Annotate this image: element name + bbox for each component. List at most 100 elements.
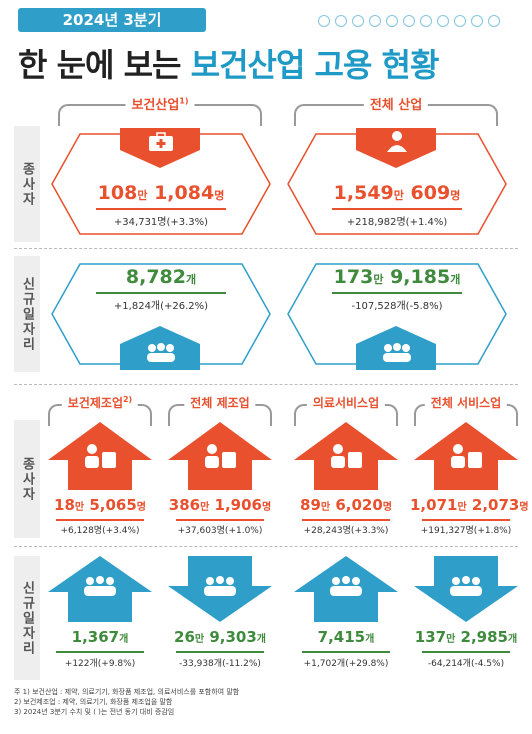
v-unit: 개	[450, 273, 461, 286]
medical-icons-decoration	[318, 10, 518, 32]
column-label: 전체 서비스업	[424, 394, 508, 411]
new-jobs-people-icon	[147, 343, 175, 362]
v-unit: 만	[446, 634, 456, 645]
page-title: 한 눈에 보는 보건산업 고용 현황	[18, 40, 518, 84]
icon-decor	[471, 15, 483, 27]
medicine-manufacturing-icon	[85, 444, 116, 468]
health-note: 1)	[179, 96, 189, 106]
workers-value: 1,071만 2,073명	[410, 496, 529, 514]
icon-decor	[454, 15, 466, 27]
icon-decor	[420, 15, 432, 27]
arrow-shape	[48, 422, 152, 490]
v-unit: 만	[200, 502, 210, 513]
v-rest: 609	[403, 182, 451, 204]
icon-decor	[403, 15, 415, 27]
v-unit: 명	[214, 189, 225, 202]
newjobs-change: -33,938개(-11.2%)	[179, 659, 261, 669]
new-jobs-people-icon	[204, 576, 236, 596]
column-note: 2)	[122, 395, 133, 404]
service-people-icon	[451, 444, 482, 468]
v-big: 26	[174, 628, 195, 646]
divider	[14, 546, 518, 547]
health-label: 보건산업1)	[125, 94, 195, 113]
v-unit: 만	[320, 502, 331, 513]
all-section-head: 전체 산업	[294, 94, 498, 126]
all-newjobs-change: -107,528개(-5.8%)	[351, 301, 443, 312]
underline	[302, 651, 390, 653]
newjobs-value: 26만 9,303개	[164, 628, 276, 646]
v-big: 1,549	[333, 182, 394, 204]
newjobs-value: 7,415개	[290, 628, 402, 646]
health-workers-change: +34,731명(+3.3%)	[113, 217, 209, 228]
v-big: 18	[54, 496, 75, 514]
v-rest: 6,020	[330, 496, 383, 514]
factory-worker-icon	[205, 444, 236, 468]
row-label-workers-2: 종사자	[14, 420, 40, 538]
column-label-text: 전체 서비스업	[430, 396, 502, 410]
health-section-head: 보건산업1)	[58, 94, 262, 126]
underline	[332, 208, 462, 210]
underline	[96, 208, 226, 210]
workers-change: +6,128명(+3.4%)	[60, 526, 140, 536]
v-unit: 만	[74, 502, 85, 513]
newjobs-change: +1,702개(+29.8%)	[303, 659, 389, 669]
v-unit: 만	[137, 189, 148, 202]
column-head: 전체 서비스업	[414, 394, 518, 426]
workers-change: +37,603명(+1.0%)	[177, 526, 263, 536]
column-label-text: 보건제조업	[67, 396, 123, 410]
all-newjobs-value: 173만 9,185개	[296, 266, 498, 288]
v-unit: 개	[185, 273, 197, 286]
row-label-newjobs: 신규일자리	[14, 256, 40, 372]
v-unit: 명	[519, 502, 529, 513]
workers-value: 386만 1,906명	[164, 496, 276, 514]
column-label-text: 전체 제조업	[190, 396, 250, 410]
nurse-icon	[331, 444, 362, 468]
workers-value: 18만 5,065명	[44, 496, 156, 514]
all-label: 전체 산업	[363, 94, 429, 113]
newjobs-value: 1,367개	[44, 628, 156, 646]
underline	[96, 292, 226, 294]
v-rest: 5,065	[84, 496, 137, 514]
column-label: 전체 제조업	[184, 394, 256, 411]
v-big: 386	[168, 496, 201, 514]
v-big: 8,782	[125, 266, 186, 288]
v-unit: 만	[457, 502, 467, 513]
v-big: 137	[414, 628, 447, 646]
health-newjobs-change: +1,824개(+26.2%)	[113, 301, 209, 312]
v-big: 108	[97, 182, 138, 204]
v-rest: 1,906	[209, 496, 262, 514]
v-rest: 2,985	[455, 628, 508, 646]
health-workers-value: 108만 1,084명	[60, 182, 262, 204]
v-big: 7,415	[317, 628, 366, 646]
icon-decor	[369, 15, 381, 27]
footnote: 주 1) 보건산업 : 제약, 의료기기, 화장품 제조업, 의료서비스를 포함…	[14, 688, 240, 696]
v-big: 1,367	[71, 628, 120, 646]
v-unit: 만	[194, 634, 205, 645]
v-rest: 9,303	[204, 628, 257, 646]
v-big: 173	[333, 266, 374, 288]
new-jobs-people-icon	[84, 576, 116, 596]
footnote: 2) 보건제조업 : 제약, 의료기기, 화장품 제조업을 말함	[14, 698, 173, 706]
icon-decor	[335, 15, 347, 27]
up-arrow-workers	[168, 422, 272, 490]
divider	[14, 384, 518, 385]
v-rest: 2,073	[466, 496, 520, 514]
icon-decor	[488, 15, 500, 27]
arrow-shape	[414, 422, 518, 490]
v-unit: 개	[119, 634, 129, 645]
v-unit: 명	[450, 189, 461, 202]
underline	[56, 519, 144, 521]
v-unit: 개	[256, 634, 266, 645]
up-arrow-workers	[414, 422, 518, 490]
v-unit: 명	[382, 502, 392, 513]
up-arrow-workers	[294, 422, 398, 490]
underline	[176, 651, 264, 653]
v-big: 1,071	[410, 496, 458, 514]
title-part2: 보건산업 고용 현황	[190, 46, 440, 84]
workers-change: +28,243명(+3.3%)	[303, 526, 389, 536]
new-jobs-people-icon	[450, 576, 482, 596]
underline	[422, 519, 510, 521]
v-unit: 개	[507, 634, 518, 645]
divider	[14, 248, 518, 249]
title-part1: 한 눈에 보는	[18, 46, 191, 84]
